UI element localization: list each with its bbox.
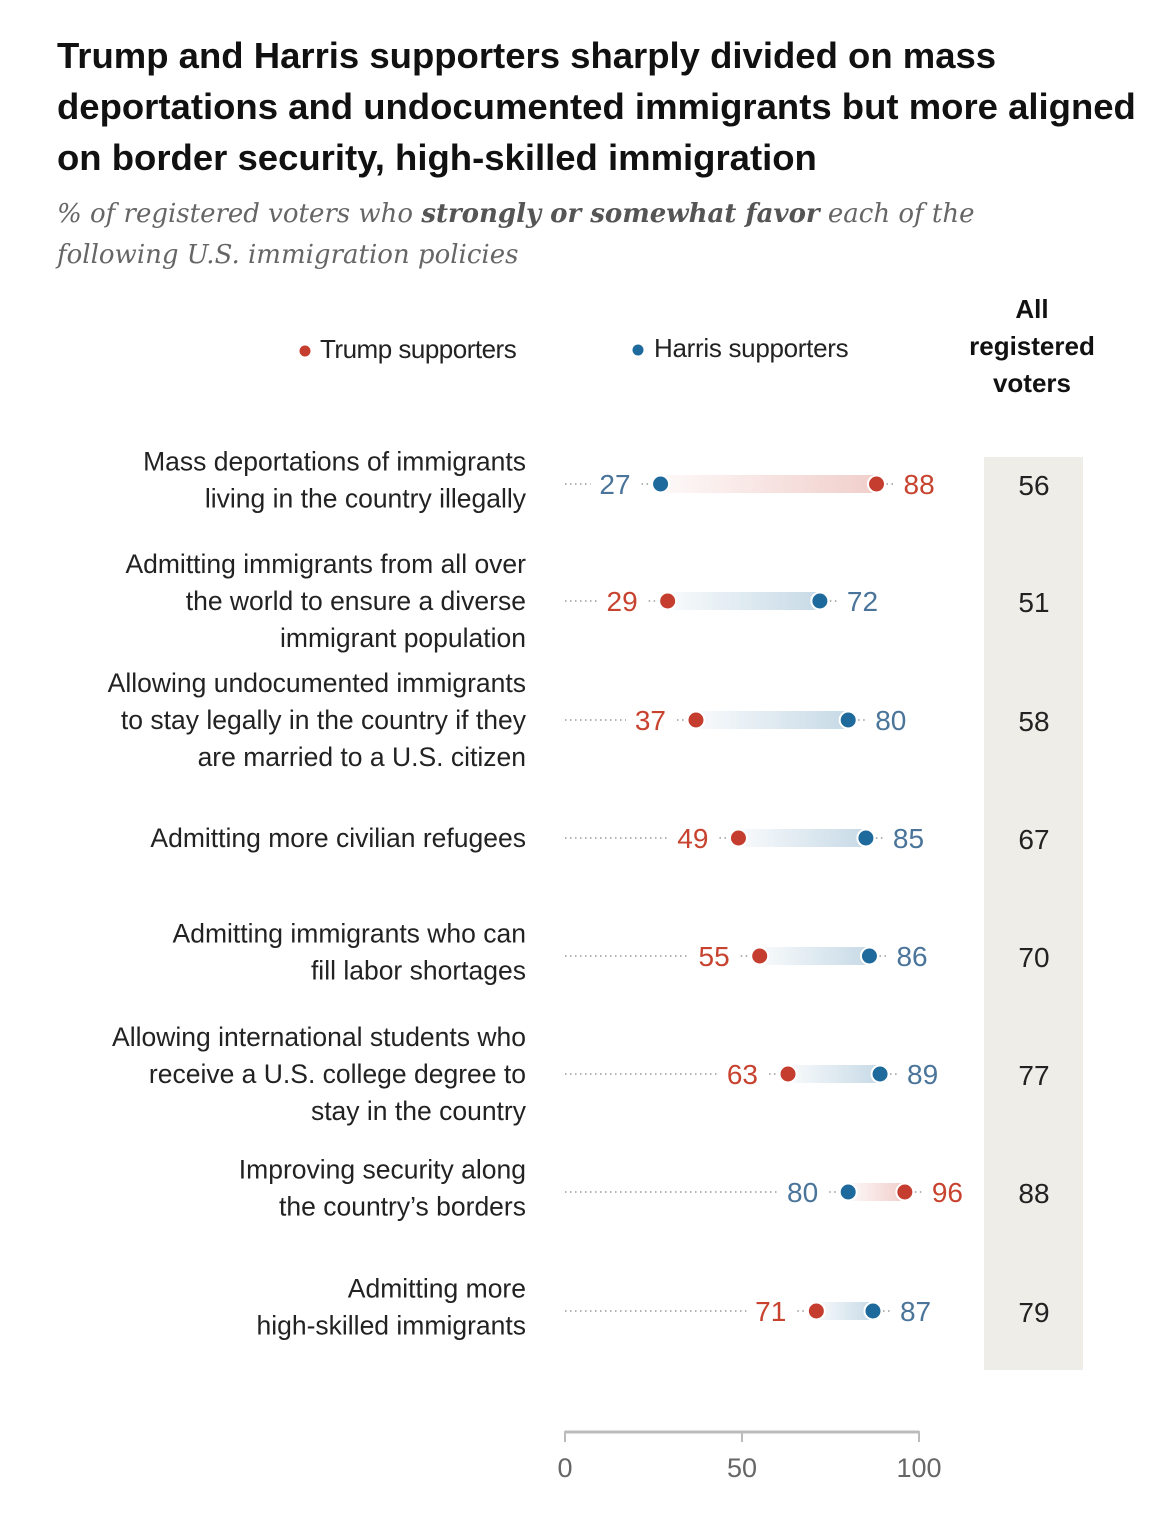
- all-voters-value: 70: [1018, 942, 1049, 973]
- all-voters-header: registered: [969, 331, 1095, 361]
- all-voters-value: 58: [1018, 706, 1049, 737]
- row-label: Improving security along: [239, 1155, 526, 1185]
- row-label: immigrant population: [280, 623, 526, 653]
- chart-subtitle: % of registered voters who strongly or s…: [57, 199, 975, 270]
- x-axis-tick-label: 50: [727, 1453, 757, 1483]
- all-voters-band: [984, 457, 1083, 1370]
- x-axis-tick-label: 0: [557, 1453, 572, 1483]
- trump-value-label: 88: [904, 469, 935, 500]
- row-label: living in the country illegally: [205, 484, 527, 514]
- row-label: Admitting immigrants from all over: [125, 549, 526, 579]
- harris-dot: [870, 1064, 890, 1084]
- all-voters-header: voters: [993, 368, 1071, 398]
- harris-dot: [859, 946, 879, 966]
- row-label: Admitting more: [348, 1274, 526, 1304]
- legend-trump-dot: [299, 345, 311, 357]
- harris-dot: [863, 1301, 883, 1321]
- all-voters-value: 79: [1018, 1297, 1049, 1328]
- all-voters-value: 67: [1018, 824, 1049, 855]
- row-label: the world to ensure a diverse: [186, 586, 526, 616]
- trump-dot: [778, 1064, 798, 1084]
- row-label: Admitting immigrants who can: [173, 919, 526, 949]
- trump-value-label: 96: [932, 1177, 963, 1208]
- all-voters-value: 56: [1018, 470, 1049, 501]
- trump-value-label: 63: [727, 1059, 758, 1090]
- trump-dot: [750, 946, 770, 966]
- x-axis-tick-label: 100: [896, 1453, 941, 1483]
- row-label: are married to a U.S. citizen: [198, 742, 526, 772]
- trump-dot: [895, 1182, 915, 1202]
- trump-value-label: 71: [755, 1296, 786, 1327]
- range-bar: [788, 1065, 881, 1083]
- all-voters-header: All: [1015, 294, 1048, 324]
- range-bar: [759, 947, 870, 965]
- row-label: receive a U.S. college degree to: [149, 1059, 526, 1089]
- all-voters-value: 77: [1018, 1060, 1049, 1091]
- row-label: fill labor shortages: [311, 956, 526, 986]
- row-label: Admitting more civilian refugees: [150, 823, 526, 853]
- harris-dot: [810, 591, 830, 611]
- trump-value-label: 55: [699, 941, 730, 972]
- all-voters-value: 51: [1018, 587, 1049, 618]
- row-label: Allowing international students who: [112, 1022, 526, 1052]
- row-label: Mass deportations of immigrants: [143, 447, 526, 477]
- range-bar: [738, 829, 866, 847]
- row-label: stay in the country: [311, 1096, 527, 1126]
- range-bar: [660, 475, 877, 493]
- harris-value-label: 80: [787, 1177, 818, 1208]
- row-label: Allowing undocumented immigrants: [108, 668, 526, 698]
- trump-value-label: 29: [607, 586, 638, 617]
- range-bar: [667, 592, 820, 610]
- trump-dot: [806, 1301, 826, 1321]
- trump-value-label: 37: [635, 705, 666, 736]
- row-label: high-skilled immigrants: [256, 1311, 526, 1341]
- trump-dot: [728, 828, 748, 848]
- harris-value-label: 72: [847, 586, 878, 617]
- harris-value-label: 86: [896, 941, 927, 972]
- range-bar: [695, 711, 849, 729]
- harris-dot: [838, 1182, 858, 1202]
- harris-dot: [651, 474, 671, 494]
- legend-harris-dot: [632, 344, 644, 356]
- trump-dot: [658, 591, 678, 611]
- all-voters-value: 88: [1018, 1178, 1049, 1209]
- harris-value-label: 27: [599, 469, 630, 500]
- harris-value-label: 89: [907, 1059, 938, 1090]
- range-bar: [848, 1183, 905, 1201]
- trump-value-label: 49: [677, 823, 708, 854]
- harris-dot: [838, 710, 858, 730]
- row-label: to stay legally in the country if they: [121, 705, 527, 735]
- harris-value-label: 87: [900, 1296, 931, 1327]
- harris-dot: [856, 828, 876, 848]
- trump-dot: [867, 474, 887, 494]
- harris-value-label: 85: [893, 823, 924, 854]
- harris-value-label: 80: [875, 705, 906, 736]
- row-label: the country’s borders: [279, 1192, 526, 1222]
- trump-dot: [686, 710, 706, 730]
- chart-title: Trump and Harris supporters sharply divi…: [57, 35, 1136, 178]
- legend-trump-label: Trump supporters: [320, 334, 517, 364]
- range-bar: [816, 1302, 873, 1320]
- legend-harris-label: Harris supporters: [654, 333, 849, 363]
